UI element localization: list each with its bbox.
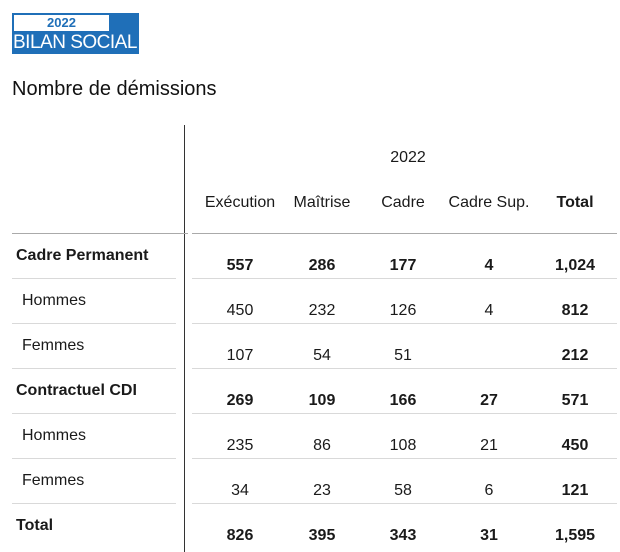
header-separator <box>12 233 188 234</box>
row-label: Femmes <box>22 472 85 489</box>
column-header: Maîtrise <box>293 194 351 211</box>
table-cell: 4 <box>484 302 494 319</box>
table-cell: 1,595 <box>554 527 596 544</box>
table-cell: 121 <box>561 482 589 499</box>
table-cell: 166 <box>389 392 417 409</box>
table-cell: 4 <box>484 257 494 274</box>
table-cell: 34 <box>231 482 249 499</box>
table-cell: 109 <box>308 392 336 409</box>
column-header: Total <box>556 194 594 211</box>
row-label: Hommes <box>22 292 87 309</box>
table-cell: 23 <box>313 482 331 499</box>
table-cell: 235 <box>226 437 254 454</box>
table-cell: 86 <box>313 437 331 454</box>
table-cell: 232 <box>308 302 336 319</box>
row-label: Total <box>16 517 54 534</box>
row-separator <box>12 323 176 324</box>
column-header: Exécution <box>204 194 276 211</box>
table-cell: 54 <box>313 347 331 364</box>
row-separator <box>12 458 176 459</box>
column-header: Cadre Sup. <box>448 194 530 211</box>
table-cell: 27 <box>480 392 498 409</box>
row-separator <box>192 323 617 324</box>
row-label: Cadre Permanent <box>16 247 149 264</box>
year-header: 2022 <box>390 149 426 166</box>
row-separator <box>12 368 176 369</box>
row-separator <box>12 413 176 414</box>
logo-text: BILAN SOCIAL <box>13 32 137 53</box>
table-cell: 6 <box>484 482 494 499</box>
column-header: Cadre <box>381 194 425 211</box>
table-cell: 107 <box>226 347 254 364</box>
table-cell: 269 <box>226 392 254 409</box>
table-cell: 31 <box>480 527 498 544</box>
table-cell: 286 <box>308 257 336 274</box>
table-cell: 212 <box>561 347 589 364</box>
bilan-social-logo: 2022 BILAN SOCIAL <box>12 13 139 54</box>
table-divider <box>184 125 185 552</box>
table-cell: 108 <box>389 437 417 454</box>
table-cell: 450 <box>561 437 589 454</box>
table-cell: 51 <box>394 347 412 364</box>
table-cell: 126 <box>389 302 417 319</box>
row-label: Contractuel CDI <box>16 382 137 399</box>
row-separator <box>192 413 617 414</box>
row-separator <box>12 278 176 279</box>
table-cell: 177 <box>389 257 417 274</box>
row-separator <box>12 503 176 504</box>
logo-year: 2022 <box>14 15 109 31</box>
table-cell: 812 <box>561 302 589 319</box>
table-cell: 1,024 <box>554 257 596 274</box>
table-cell: 343 <box>389 527 417 544</box>
row-label: Femmes <box>22 337 85 354</box>
row-separator <box>192 278 617 279</box>
table-cell: 571 <box>561 392 589 409</box>
table-cell: 58 <box>394 482 412 499</box>
page-title: Nombre de démissions <box>12 78 217 100</box>
table-cell: 450 <box>226 302 254 319</box>
table-cell: 21 <box>480 437 498 454</box>
table-cell: 557 <box>226 257 254 274</box>
table-cell: 395 <box>308 527 336 544</box>
row-separator <box>192 503 617 504</box>
table-cell: 826 <box>226 527 254 544</box>
row-separator <box>192 368 617 369</box>
header-separator <box>192 233 617 234</box>
row-separator <box>192 458 617 459</box>
row-label: Hommes <box>22 427 87 444</box>
